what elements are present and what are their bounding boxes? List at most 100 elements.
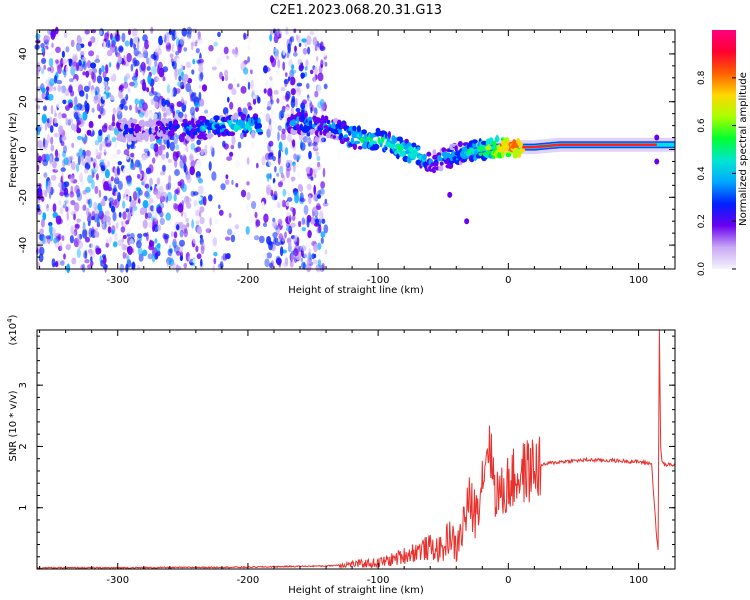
spectrogram-noise-cell [110,205,116,213]
spectrogram-noise-cell [279,219,285,226]
spectrogram-noise-cell [138,112,145,118]
spectrogram-noise-cell [306,139,313,144]
spectrogram-noise-cell [48,116,53,125]
spectrogram-noise-cell [64,88,70,97]
spectrogram-noise-cell [181,27,188,37]
spectrogram-noise-cell [139,218,143,223]
spectrogram-noise-cell [167,181,171,191]
spectrogram-x-ticks: -300 -200 -100 0 100 [39,30,666,286]
spectrogram-noise-cell [45,235,51,240]
spectrogram-noise-cell [76,103,83,111]
spectrogram-noise-cell [93,162,96,169]
spectrogram-noise-cell [310,106,313,114]
spectrogram-noise-cell [76,163,79,173]
snr-panel: -300 -200 -100 0 100 1 2 3 Height of straight … [6,314,676,596]
spectrogram-noise-cell [66,223,72,228]
spectrogram-noise-cell [52,262,56,268]
spectrogram-noise-cell [212,237,218,247]
spectrogram-noise-cell [56,200,62,205]
spectrogram-noise-cell [285,201,291,207]
spectrogram-ridge-cell [296,116,300,124]
spectrogram-noise-cell [267,153,274,160]
spectrogram-noise-cell [53,75,58,84]
spectrogram-noise-cell [141,179,146,187]
spectrogram-noise-cell [87,41,92,47]
spectrogram-noise-cell [111,199,118,206]
spectrogram-noise-cell [309,102,313,111]
spectrogram-noise-cell [83,85,90,93]
spectrogram-noise-cell [270,99,274,105]
spectrogram-noise-cell [279,99,285,104]
spectrogram-noise-cell [262,222,268,227]
spectrogram-noise-cell [72,55,78,62]
spectrogram-noise-cell [106,39,111,48]
spectrogram-ridge-cell [356,125,361,133]
spectrogram-noise-cell [102,220,106,228]
spectrogram-noise-cell [307,230,312,239]
spectrogram-noise-cell [35,33,41,40]
spectrogram-noise-cell [295,98,298,108]
spectrogram-noise-cell [175,144,180,150]
spectrogram-noise-cell [68,84,73,93]
spectrogram-noise-cell [146,87,150,93]
spectrogram-noise-cell [125,253,128,259]
spectrogram-noise-cell [176,57,180,67]
spectrogram-noise-cell [185,61,192,69]
spectrogram-noise-cell [281,158,285,167]
spectrogram-noise-cell [284,147,289,156]
spectrogram-noise-cell [165,212,171,221]
spectrogram-noise-cell [93,201,98,211]
spectrogram-noise-cell [38,253,44,263]
spectrogram-noise-cell [54,149,59,158]
spectrogram-noise-cell [70,177,74,184]
spectrogram-ridge-cell [195,120,201,125]
spectrogram-noise-cell [192,234,198,244]
spectrogram-ridge-cell [454,145,458,152]
spectrogram-blob [654,134,660,141]
spectrogram-x-tick-label: 0 [505,275,511,286]
spectrogram-noise-cell [182,155,187,165]
spectrogram-noise-cell [298,42,302,48]
spectrogram-noise-cell [282,49,286,56]
spectrogram-noise-cell [178,75,182,82]
spectrogram-noise-cell [271,57,277,68]
spectrogram-noise-cell [144,183,150,189]
spectrogram-noise-cell [311,95,316,101]
spectrogram-noise-cell [101,219,104,225]
spectrogram-noise-cell [132,57,136,64]
spectrogram-ridge-cell [332,135,337,139]
spectrogram-noise-cell [60,260,65,266]
spectrogram-noise-cell [200,71,204,80]
spectrogram-noise-cell [144,212,148,219]
spectrogram-noise-cell [220,50,226,61]
spectrogram-noise-cell [273,190,278,201]
spectrogram-noise-cell [293,28,297,34]
spectrogram-noise-cell [44,189,48,198]
spectrogram-x-tick-label: -100 [367,275,390,286]
spectrogram-ridge-cell [299,123,303,131]
spectrogram-noise-cell [319,210,324,221]
spectrogram-noise-cell [123,81,129,89]
spectrogram-noise-cell [280,165,283,171]
spectrogram-noise-cell [74,202,80,212]
spectrogram-ridge-cell [441,147,447,153]
spectrogram-noise-cell [90,256,93,263]
spectrogram-noise-cell [183,100,188,106]
spectrogram-noise-cell [130,232,135,240]
spectrogram-noise-cell [322,103,327,111]
spectrogram-noise-cell [307,46,311,55]
spectrogram-noise-cell [90,36,96,44]
spectrogram-ridge-cell [396,136,403,142]
spectrogram-noise-cell [174,189,179,195]
spectrogram-noise-cell [37,241,43,248]
colorbar-tick-label: 0.6 [697,118,707,133]
spectrogram-noise-cell [192,58,196,65]
spectrogram-noise-cell [257,96,261,104]
spectrogram-noise-cell [174,169,180,176]
spectrogram-noise-cell [183,262,188,269]
spectrogram-noise-cell [37,109,43,116]
spectrogram-ridge-cell [350,137,355,145]
spectrogram-noise-cell [120,220,124,226]
spectrogram-noise-cell [125,208,130,213]
spectrogram-noise-cell [165,36,170,46]
